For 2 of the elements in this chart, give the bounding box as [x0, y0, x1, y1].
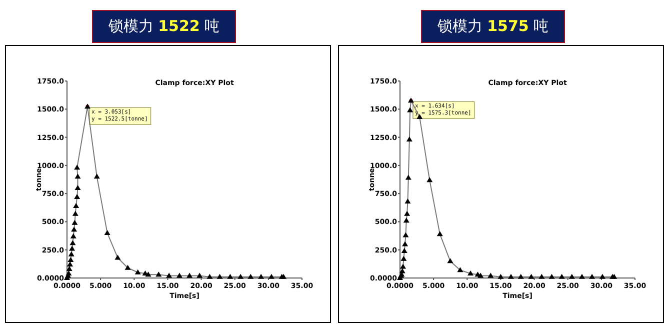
chart-title: 锁模力 1575 吨 [437, 17, 549, 35]
chart-title: 锁模力 1522 吨 [108, 17, 220, 35]
